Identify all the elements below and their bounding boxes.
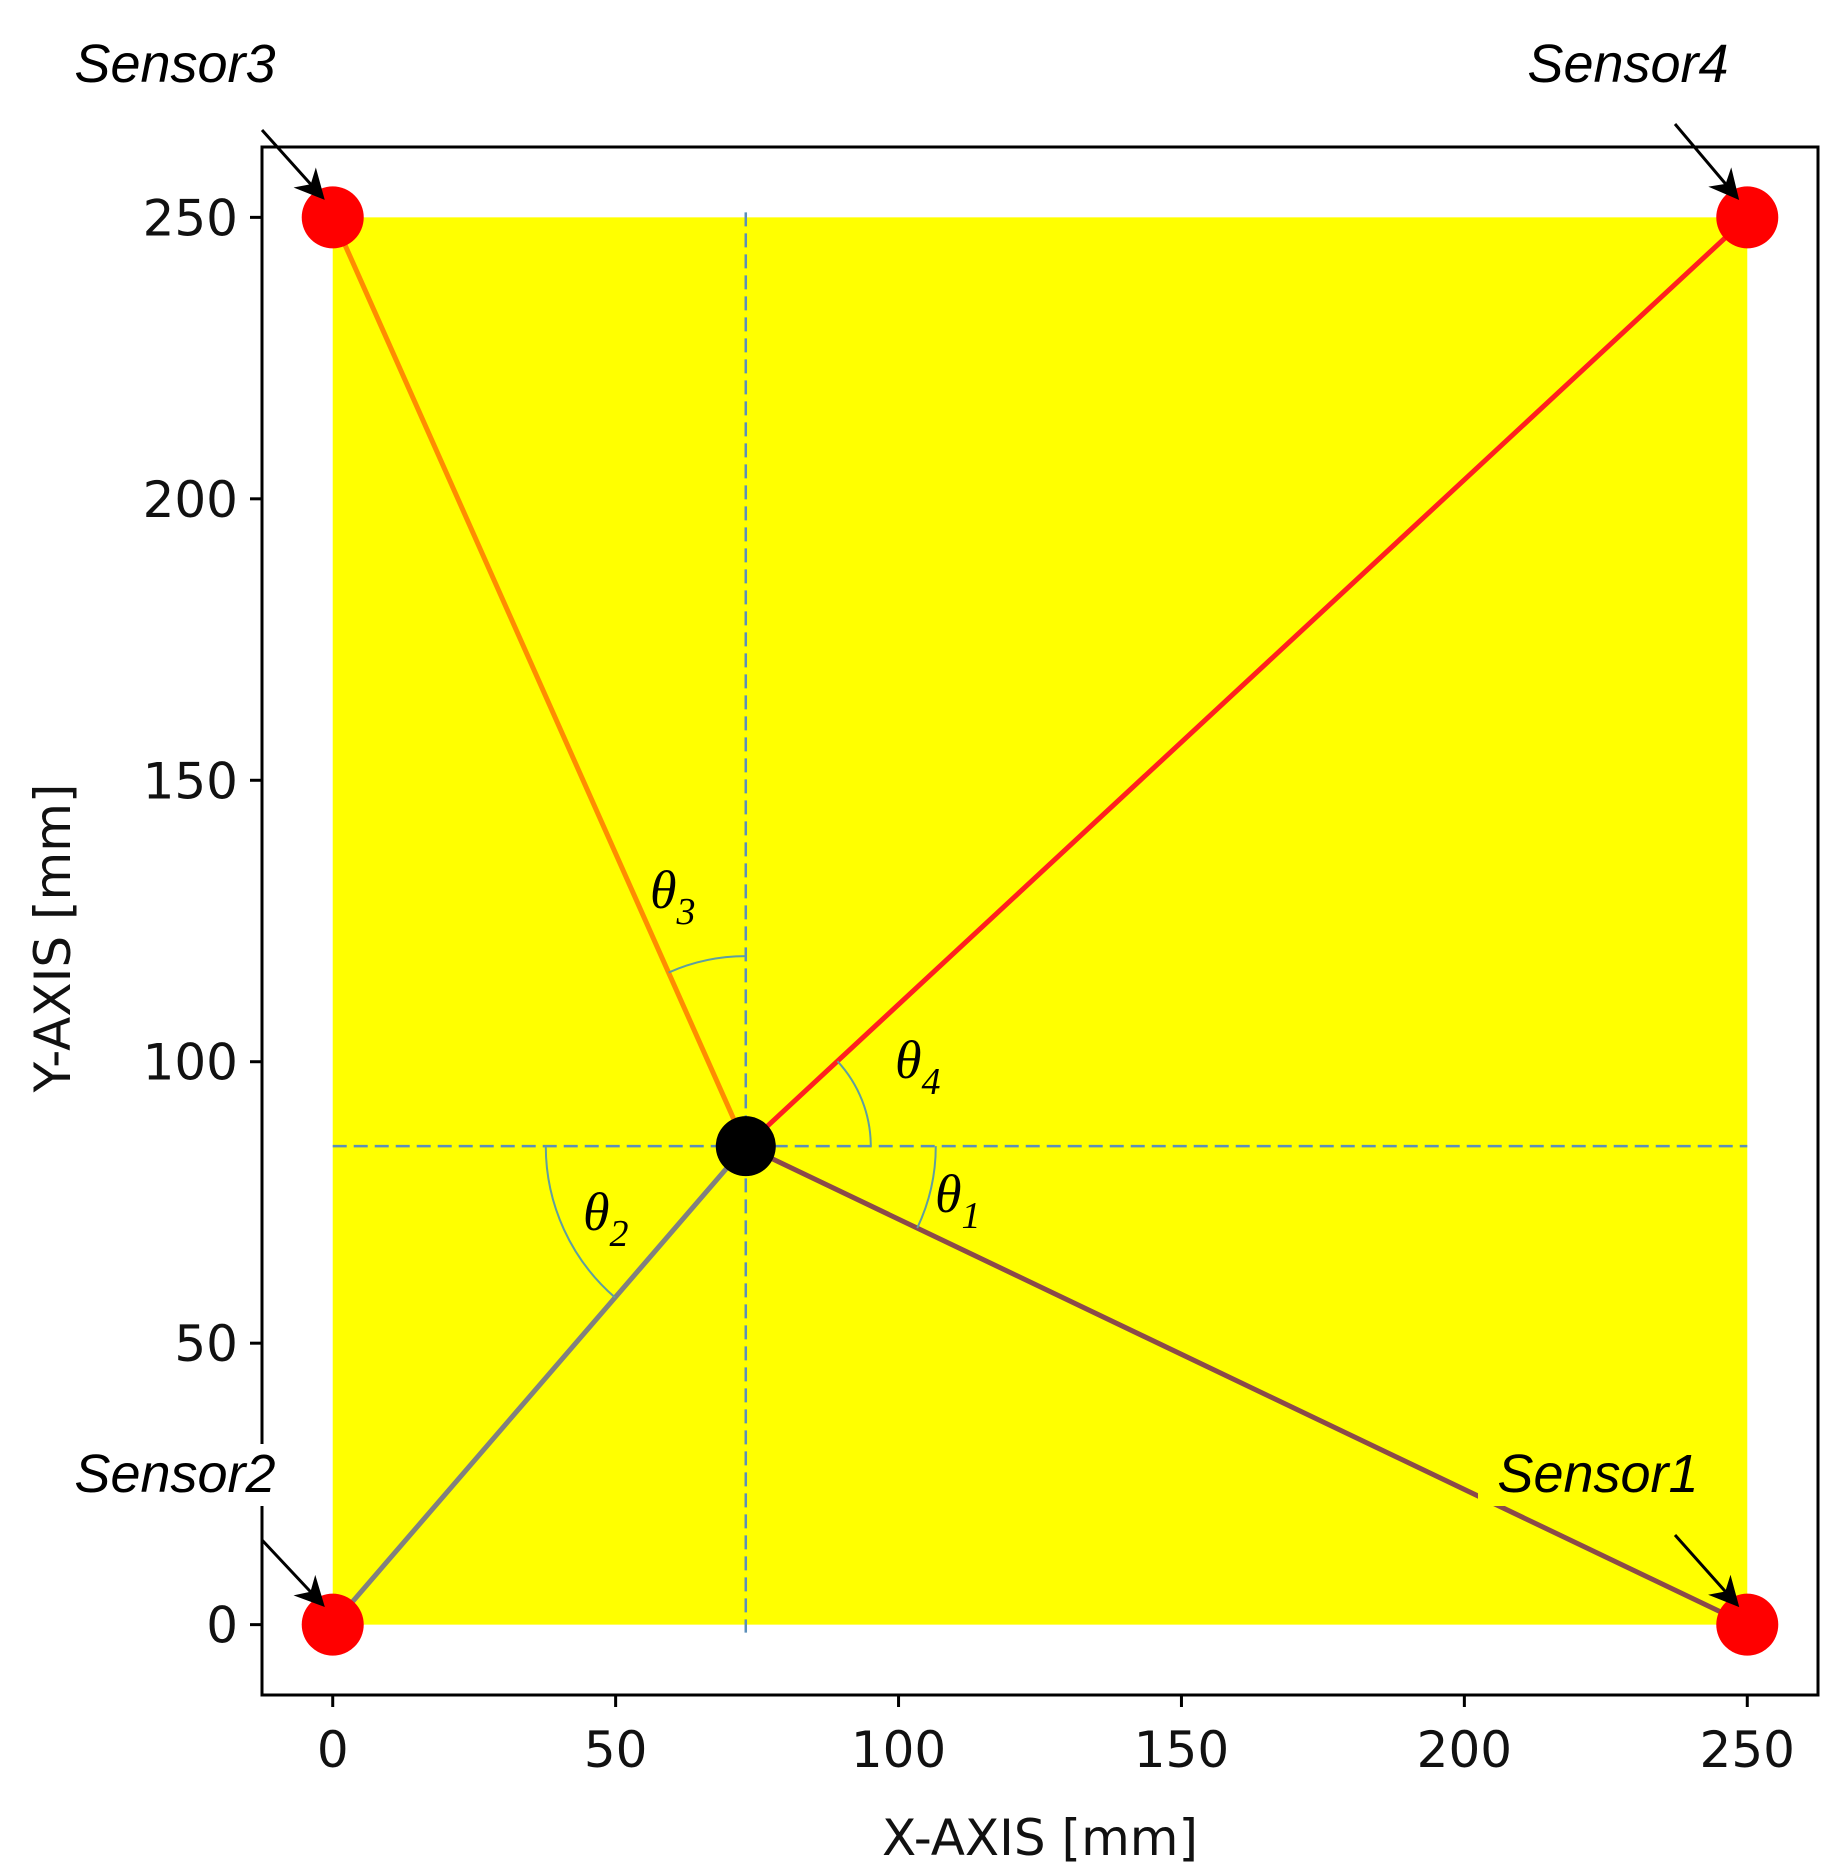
sensor-marker-1 [1716,1593,1779,1656]
sensor-label-1: Sensor1 [1497,1444,1698,1504]
x-tick-label: 200 [1417,1721,1512,1779]
y-tick-label: 200 [143,471,238,529]
theta-subscript: 2 [610,1213,629,1255]
sensor-arrow-1 [1673,1534,1740,1608]
angle-arc-1 [916,1146,937,1229]
line-to-sensor-3 [330,214,749,1149]
source-marker [715,1116,776,1177]
sensor-label-backing-2 [40,1444,320,1506]
x-tick-label: 50 [584,1721,648,1779]
y-tick-label: 100 [143,1034,238,1092]
sensor-marker-4 [1716,186,1779,249]
angle-arc-3 [668,955,746,974]
line-to-sensor-4 [743,214,1750,1149]
sensor-annotations: Sensor1 Sensor2 Sensor3 Sensor4 [40,34,1740,1608]
axes-frame [260,145,1820,1697]
sensor-label-3: Sensor3 [74,34,275,94]
y-axis-ticks: 0 50 100 150 200 250 [143,189,262,1655]
sensor-label-backing-1 [1478,1444,1718,1506]
angle-label-theta-3: θ3 [650,860,696,933]
sensor-label-2: Sensor2 [74,1444,275,1504]
x-tick-label: 250 [1700,1721,1795,1779]
angle-label-theta-1: θ1 [935,1164,981,1237]
y-tick-label: 0 [206,1597,238,1655]
sensor-marker-3 [301,186,364,249]
theta-symbol: θ [650,860,677,920]
theta-symbol: θ [895,1030,922,1090]
angle-arc-4 [836,1060,872,1147]
sensor-marker-2 [301,1593,364,1656]
x-axis-ticks: 0 50 100 150 200 250 [317,1695,1795,1779]
angle-label-theta-2: θ2 [583,1182,629,1255]
x-tick-label: 100 [851,1721,946,1779]
theta-subscript: 1 [962,1195,981,1237]
x-tick-label: 0 [317,1721,349,1779]
y-axis-label: Y-AXIS [mm] [24,784,82,1094]
theta-subscript: 4 [922,1061,941,1103]
angle-label-theta-4: θ4 [895,1030,941,1103]
y-tick-label: 50 [174,1315,238,1373]
chart-marks [301,186,1779,1656]
line-to-sensor-2 [330,1143,749,1628]
plot-area [260,145,1820,1697]
x-axis-label: X-AXIS [mm] [882,1809,1198,1867]
theta-symbol: θ [935,1164,962,1224]
y-tick-label: 250 [143,189,238,247]
sensor-arrow-4 [1673,123,1740,200]
theta-subscript: 3 [676,891,696,933]
monitored-region [332,217,1748,1625]
y-tick-label: 150 [143,752,238,810]
angle-arc-2 [544,1146,616,1299]
line-to-sensor-1 [743,1143,1750,1628]
sensor-arrow-3 [260,128,325,200]
x-tick-label: 150 [1134,1721,1229,1779]
sensor-label-4: Sensor4 [1527,34,1728,94]
sensor-arrow-2 [260,1538,325,1608]
theta-symbol: θ [583,1182,610,1242]
